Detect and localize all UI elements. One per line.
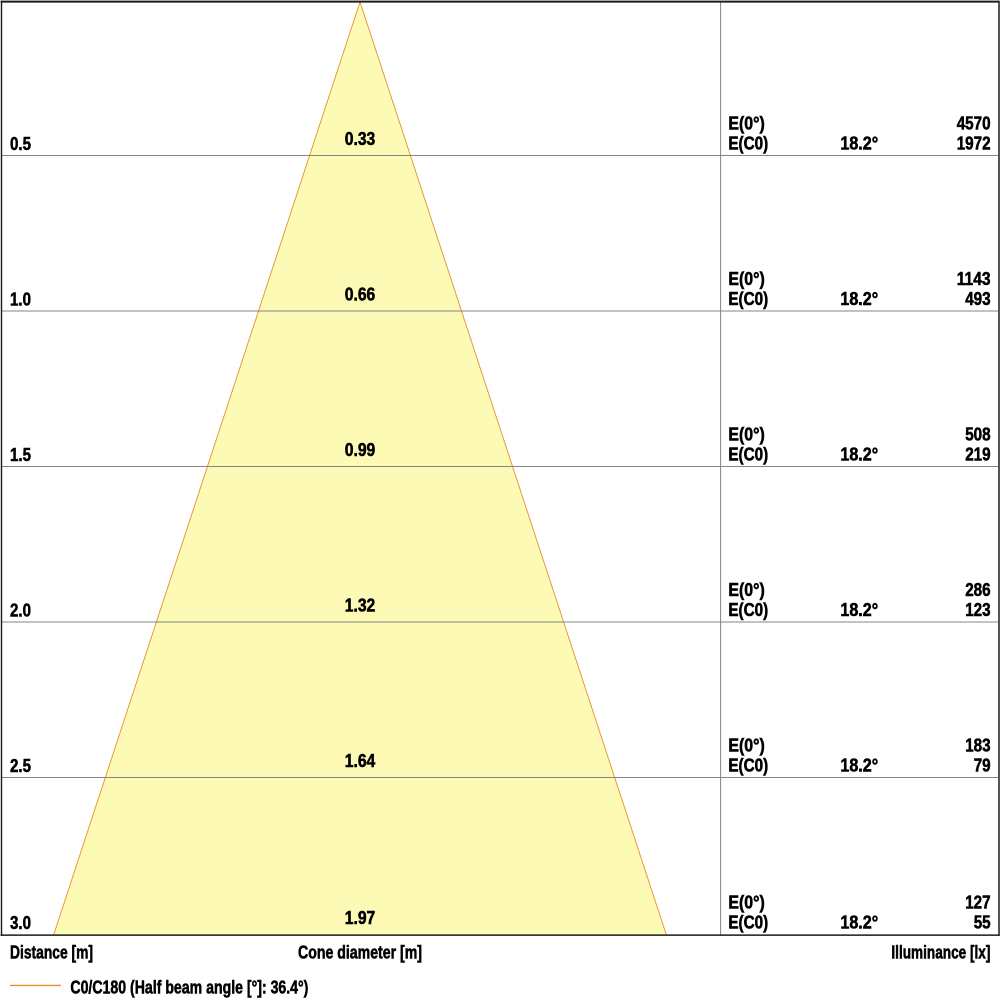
svg-text:E(0°): E(0°): [728, 114, 764, 134]
svg-text:1.64: 1.64: [345, 751, 376, 771]
svg-text:E(0°): E(0°): [728, 269, 764, 289]
svg-text:18.2°: 18.2°: [840, 600, 878, 620]
svg-text:508: 508: [965, 425, 990, 445]
svg-text:2.5: 2.5: [10, 756, 31, 776]
svg-text:18.2°: 18.2°: [840, 134, 878, 154]
svg-text:127: 127: [965, 893, 990, 913]
svg-text:0.99: 0.99: [345, 440, 376, 460]
svg-text:1.97: 1.97: [345, 908, 376, 928]
svg-text:4570: 4570: [957, 114, 991, 134]
svg-text:E(C0): E(C0): [728, 445, 768, 465]
svg-text:Distance [m]: Distance [m]: [10, 943, 93, 963]
svg-text:0.33: 0.33: [345, 129, 376, 149]
svg-text:E(0°): E(0°): [728, 893, 764, 913]
svg-text:E(C0): E(C0): [728, 289, 768, 309]
svg-text:493: 493: [965, 289, 990, 309]
svg-text:55: 55: [974, 913, 991, 933]
svg-text:1.0: 1.0: [10, 290, 31, 310]
svg-text:0.5: 0.5: [10, 134, 31, 154]
svg-text:C0/C180 (Half beam angle [°]:: C0/C180 (Half beam angle [°]: 36.4°): [70, 978, 308, 998]
svg-text:123: 123: [965, 600, 990, 620]
svg-text:183: 183: [965, 736, 990, 756]
svg-text:1972: 1972: [957, 134, 991, 154]
svg-text:2.0: 2.0: [10, 601, 31, 621]
svg-text:1.5: 1.5: [10, 445, 31, 465]
svg-text:E(0°): E(0°): [728, 580, 764, 600]
svg-text:18.2°: 18.2°: [840, 756, 878, 776]
svg-text:18.2°: 18.2°: [840, 445, 878, 465]
svg-text:0.66: 0.66: [345, 285, 376, 305]
svg-text:E(C0): E(C0): [728, 756, 768, 776]
svg-text:1143: 1143: [957, 269, 991, 289]
svg-text:18.2°: 18.2°: [840, 913, 878, 933]
svg-text:1.32: 1.32: [345, 596, 376, 616]
svg-text:Illuminance [lx]: Illuminance [lx]: [891, 943, 990, 963]
svg-text:E(C0): E(C0): [728, 134, 768, 154]
svg-text:Cone diameter [m]: Cone diameter [m]: [298, 943, 422, 963]
svg-text:18.2°: 18.2°: [840, 289, 878, 309]
svg-text:E(C0): E(C0): [728, 913, 768, 933]
svg-text:286: 286: [965, 580, 990, 600]
svg-text:E(0°): E(0°): [728, 425, 764, 445]
svg-text:E(C0): E(C0): [728, 600, 768, 620]
svg-text:79: 79: [974, 756, 991, 776]
svg-text:E(0°): E(0°): [728, 736, 764, 756]
svg-text:3.0: 3.0: [10, 913, 31, 933]
svg-text:219: 219: [965, 445, 990, 465]
